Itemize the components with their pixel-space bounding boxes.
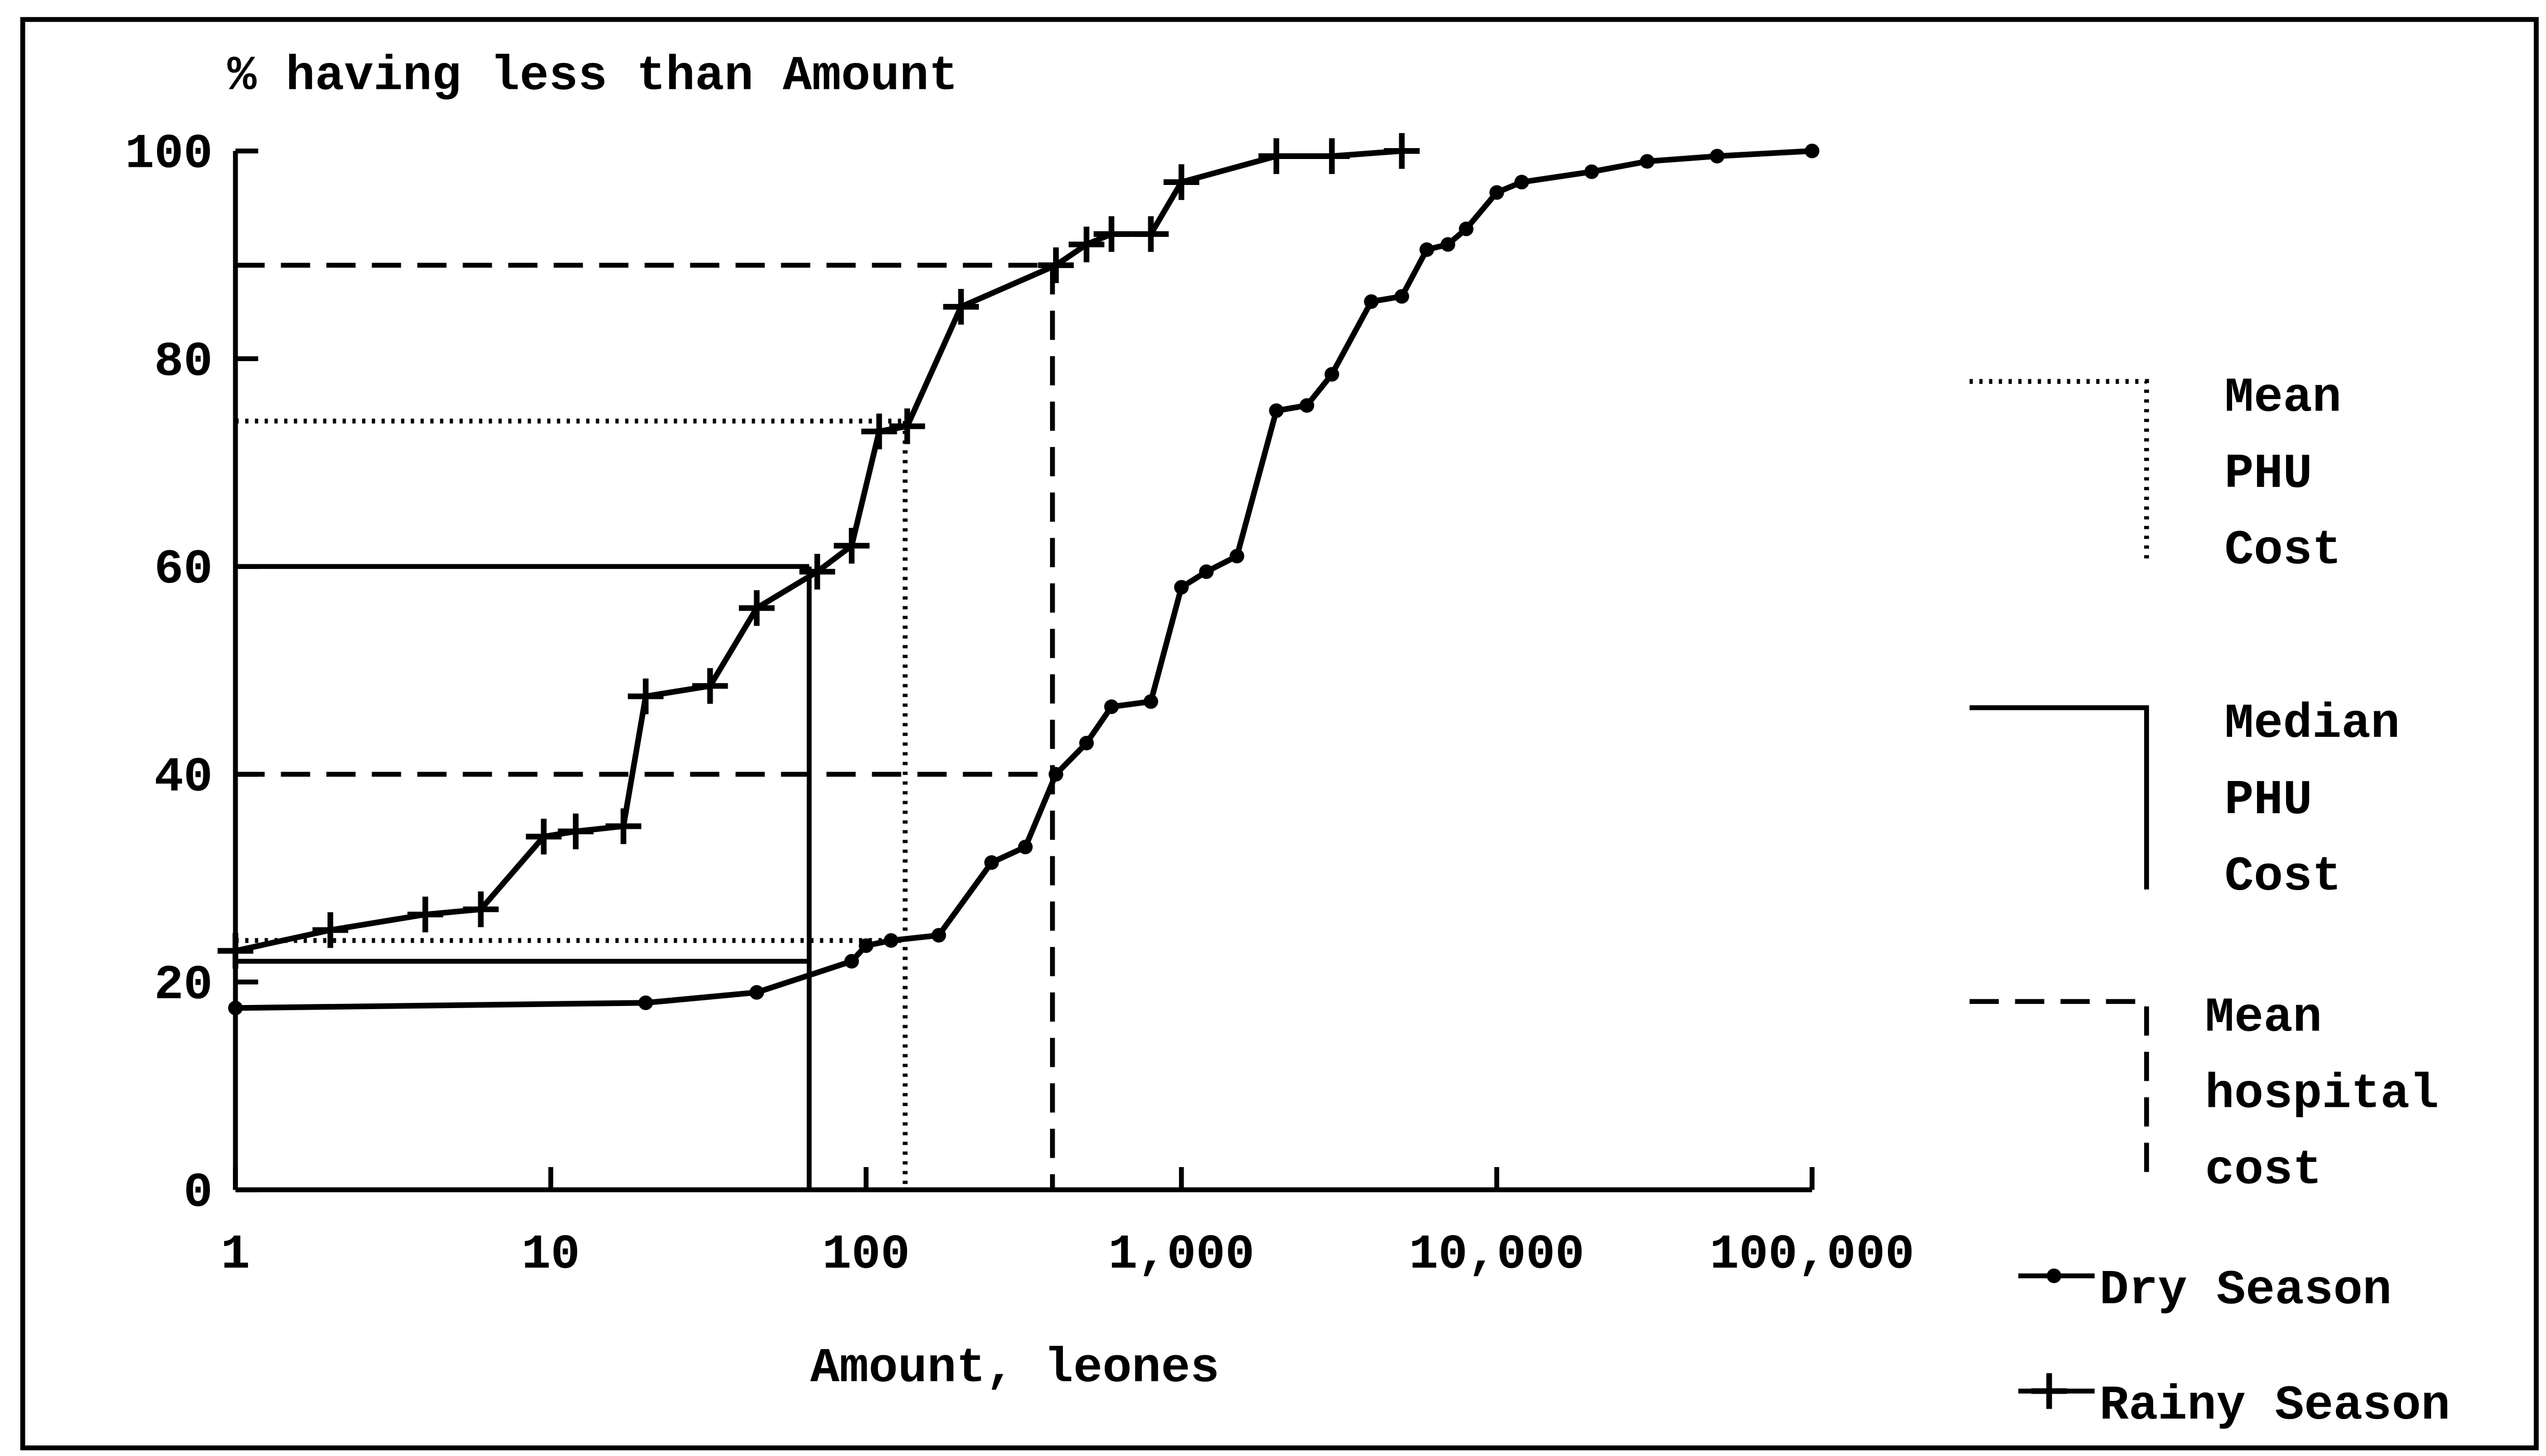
legend-label: Mean PHU Cost bbox=[2225, 370, 2342, 578]
x-tick-label: 1 bbox=[221, 1227, 250, 1282]
frame bbox=[20, 17, 2539, 1451]
marker bbox=[1079, 735, 1094, 751]
marker bbox=[1038, 247, 1074, 283]
marker bbox=[1300, 398, 1315, 413]
legend-label-line: hospital bbox=[2205, 1067, 2439, 1122]
marker bbox=[984, 855, 999, 870]
x-axis-label: Amount, leones bbox=[810, 1341, 1219, 1396]
marker bbox=[1394, 289, 1409, 304]
marker bbox=[1489, 185, 1504, 200]
x-tick-label: 100,000 bbox=[1710, 1227, 1914, 1282]
marker bbox=[463, 891, 499, 928]
x-tick-label: 10,000 bbox=[1409, 1227, 1584, 1282]
marker bbox=[861, 413, 897, 449]
marker bbox=[692, 668, 728, 704]
legend-marker bbox=[2031, 1373, 2067, 1409]
legend-label-line: Mean bbox=[2225, 370, 2342, 426]
chart-title: % having less than Amount bbox=[227, 49, 958, 104]
marker bbox=[931, 928, 947, 943]
legend-swatch bbox=[1970, 999, 2149, 1184]
marker bbox=[1514, 175, 1529, 190]
y-tick-label: 40 bbox=[154, 750, 213, 805]
y-tick-label: 80 bbox=[154, 335, 213, 390]
legend-label-line: Cost bbox=[2225, 850, 2342, 905]
marker bbox=[739, 590, 775, 626]
marker bbox=[1258, 138, 1294, 174]
marker bbox=[217, 933, 254, 969]
legend-label-line: cost bbox=[2205, 1143, 2322, 1198]
marker bbox=[1639, 154, 1655, 169]
legend-label: Mean hospital cost bbox=[2205, 990, 2439, 1198]
legend-label-line: PHU bbox=[2225, 773, 2313, 828]
marker bbox=[1324, 367, 1340, 382]
marker bbox=[884, 933, 899, 948]
legend-label: Rainy Season bbox=[2099, 1379, 2450, 1434]
marker bbox=[859, 938, 874, 953]
marker bbox=[228, 1000, 243, 1015]
y-tick-label: 0 bbox=[183, 1166, 213, 1221]
legend-swatch bbox=[1970, 379, 2149, 563]
marker bbox=[1133, 216, 1169, 252]
marker bbox=[834, 527, 870, 564]
marker bbox=[1459, 221, 1474, 236]
marker bbox=[526, 818, 562, 855]
marker bbox=[844, 954, 859, 969]
legend-label-line: Mean bbox=[2205, 990, 2322, 1045]
x-tick-label: 100 bbox=[822, 1227, 910, 1282]
marker bbox=[1174, 580, 1189, 595]
marker bbox=[1269, 403, 1284, 418]
marker bbox=[407, 896, 443, 933]
y-tick-label: 20 bbox=[154, 958, 213, 1013]
marker bbox=[1229, 549, 1244, 564]
legend-label-line: Cost bbox=[2225, 523, 2342, 578]
y-tick-label: 100 bbox=[125, 127, 213, 182]
marker bbox=[1363, 294, 1379, 309]
marker bbox=[1419, 242, 1434, 257]
marker bbox=[1710, 149, 1725, 164]
marker bbox=[312, 912, 348, 948]
marker bbox=[1104, 699, 1119, 714]
marker bbox=[606, 808, 641, 844]
marker bbox=[1384, 133, 1420, 169]
marker bbox=[1199, 564, 1214, 579]
marker bbox=[1093, 216, 1130, 252]
legend-label: Dry Season bbox=[2099, 1263, 2392, 1318]
marker bbox=[638, 995, 653, 1010]
series-line bbox=[234, 148, 1402, 954]
legend-label: Median PHU Cost bbox=[2225, 697, 2400, 905]
marker bbox=[1163, 164, 1200, 200]
x-tick-label: 1,000 bbox=[1108, 1227, 1254, 1282]
marker bbox=[558, 813, 594, 850]
legend-label-line: PHU bbox=[2225, 447, 2313, 502]
marker bbox=[1143, 694, 1159, 709]
y-tick-label: 60 bbox=[154, 542, 213, 598]
marker bbox=[1805, 143, 1820, 158]
legend-swatch bbox=[1970, 705, 2149, 890]
x-tick-label: 10 bbox=[521, 1227, 580, 1282]
marker bbox=[1584, 164, 1599, 179]
marker bbox=[799, 553, 835, 590]
marker bbox=[627, 678, 664, 714]
marker bbox=[1048, 766, 1064, 782]
legend-marker bbox=[2046, 1268, 2062, 1283]
marker bbox=[943, 289, 979, 325]
marker bbox=[1314, 138, 1350, 174]
marker bbox=[889, 408, 925, 444]
marker bbox=[1018, 839, 1033, 855]
legend-label-line: Median bbox=[2225, 697, 2400, 752]
marker bbox=[1440, 237, 1455, 252]
marker bbox=[749, 985, 764, 1000]
marker bbox=[1068, 227, 1105, 262]
